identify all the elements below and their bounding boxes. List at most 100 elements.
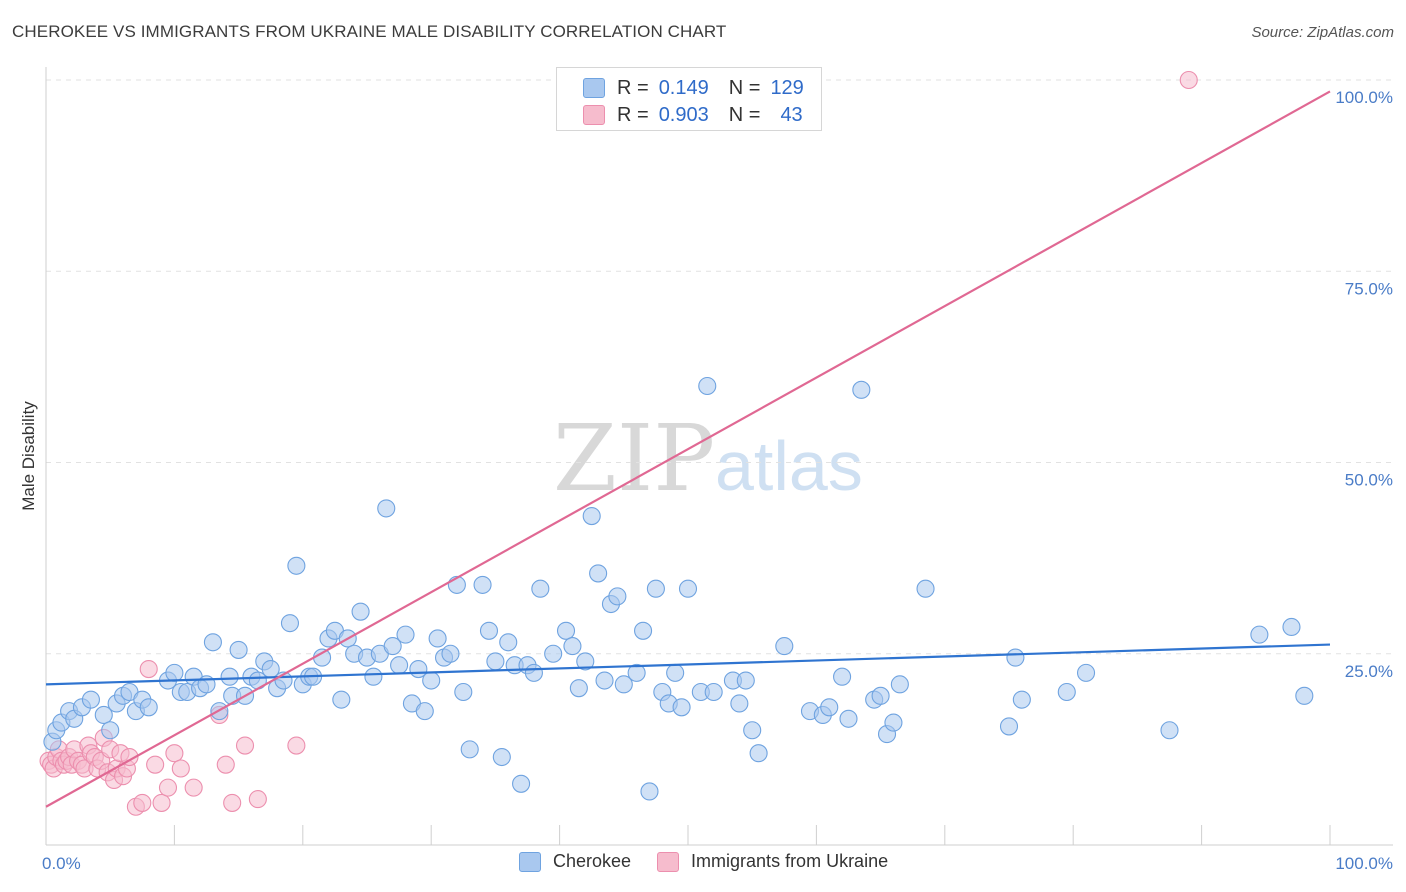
ukraine-point (223, 793, 242, 812)
cherokee-point (351, 602, 370, 621)
cherokee-point (81, 690, 100, 709)
cherokee-point (428, 629, 447, 648)
source-credit: Source: ZipAtlas.com (1251, 24, 1394, 41)
cherokee-point (698, 376, 717, 396)
cherokee-point (454, 682, 473, 702)
cherokee-point (884, 713, 903, 732)
legend-r-value: 0.903 (658, 103, 709, 126)
y-tick-label: 50.0% (1345, 471, 1393, 490)
y-tick-label: 25.0% (1345, 662, 1393, 681)
cherokee-point (916, 579, 935, 598)
ukraine-point (248, 790, 267, 809)
cherokee-point (422, 671, 441, 690)
legend-item-cherokee[interactable]: Cherokee (519, 851, 631, 872)
ukraine-point (216, 755, 235, 774)
cherokee-point (441, 644, 460, 663)
cherokee-point (556, 621, 576, 640)
series-immigrants-from-ukraine (39, 70, 1198, 816)
cherokee-point (94, 705, 113, 725)
cherokee-point (672, 698, 691, 717)
legend-r-label: R = (617, 103, 649, 126)
cherokee-point (576, 652, 595, 671)
legend-r-label: R = (617, 76, 649, 99)
ukraine-point (146, 755, 165, 774)
trend-lines (45, 90, 1331, 808)
cherokee-point (390, 656, 409, 675)
cherokee-point (364, 667, 383, 686)
cherokee-point (736, 671, 755, 690)
cherokee-trend-line (45, 643, 1331, 686)
legend-label-cherokee: Cherokee (553, 851, 632, 871)
cherokee-point (589, 564, 608, 583)
cherokee-point (499, 633, 518, 652)
cherokee-point (820, 698, 839, 717)
cherokee-point (512, 774, 531, 793)
cherokee-point (332, 690, 351, 709)
cherokee-point (486, 652, 505, 671)
cherokee-point (531, 579, 550, 598)
legend-row-ukraine: R = 0.903 N = 43 (557, 101, 803, 129)
cherokee-point (1006, 648, 1025, 667)
ukraine-point (158, 778, 178, 797)
cherokee-point (544, 644, 563, 663)
cherokee-point (415, 702, 434, 721)
x-tick-label: 100.0% (1335, 854, 1393, 873)
cherokee-point (582, 506, 601, 526)
cherokee-point (479, 621, 499, 640)
ukraine-point (235, 736, 255, 755)
cherokee-point (1282, 617, 1301, 637)
cherokee-point (101, 721, 120, 740)
cherokee-point (1057, 682, 1076, 702)
cherokee-point (1076, 663, 1096, 682)
cherokee-point (569, 679, 588, 698)
ukraine-point (171, 759, 190, 778)
watermark-atlas: atlas (715, 427, 863, 505)
ukraine-point (139, 659, 158, 679)
cherokee-point (1012, 690, 1031, 709)
cherokee-point (229, 640, 248, 659)
ukraine-point (287, 736, 306, 755)
grid-lines (46, 79, 1393, 655)
y-axis-label: Male Disability (19, 401, 38, 511)
ukraine-point (133, 793, 152, 812)
y-tick-label: 100.0% (1335, 88, 1393, 107)
cherokee-point (220, 667, 239, 686)
cherokee-point (1250, 625, 1269, 644)
cherokee-point (704, 682, 723, 702)
legend-r-value: 0.149 (658, 76, 709, 99)
cherokee-point (165, 663, 184, 682)
ukraine-point (1179, 70, 1198, 90)
cherokee-point (524, 663, 543, 682)
cherokee-point (563, 637, 582, 656)
ukraine-point (165, 744, 184, 763)
cherokee-point (595, 671, 614, 690)
cherokee-point (614, 675, 633, 694)
cherokee-point (1160, 721, 1179, 740)
legend-swatch-ukraine (583, 105, 605, 125)
cherokee-point (678, 579, 698, 598)
cherokee-point (139, 698, 158, 717)
legend-n-label: N = (728, 76, 761, 99)
chart-title: CHEROKEE VS IMMIGRANTS FROM UKRAINE MALE… (12, 22, 727, 41)
cherokee-point (313, 648, 332, 667)
cherokee-point (640, 782, 659, 801)
legend-swatch-cherokee (519, 851, 541, 872)
legend-swatch-ukraine (657, 851, 680, 872)
cherokee-point (646, 579, 665, 598)
axes (45, 67, 1393, 846)
correlation-legend: R = 0.149 N = 129 R = 0.903 N = 43 (556, 67, 822, 131)
cherokee-point (666, 663, 685, 682)
cherokee-point (852, 380, 871, 399)
series-legend: Cherokee Immigrants from Ukraine (519, 851, 914, 872)
cherokee-point (749, 744, 768, 763)
cherokee-point (460, 740, 479, 759)
ukraine-point (184, 778, 203, 797)
cherokee-point (287, 556, 306, 575)
cherokee-point (280, 614, 300, 633)
cherokee-point (833, 667, 852, 686)
cherokee-point (203, 633, 222, 652)
watermark-zip: ZIP (553, 405, 715, 512)
cherokee-point (890, 675, 909, 694)
cherokee-point (473, 575, 492, 594)
legend-item-ukraine[interactable]: Immigrants from Ukraine (657, 851, 888, 872)
